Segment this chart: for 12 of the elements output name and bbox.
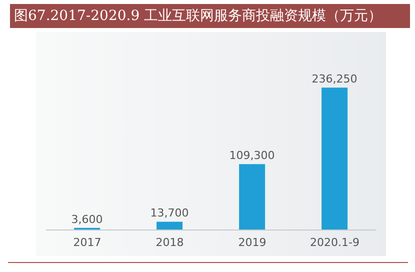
bar <box>156 222 183 230</box>
x-tick-label: 2017 <box>73 236 102 249</box>
x-tick-label: 2019 <box>238 236 266 249</box>
bar <box>322 88 348 230</box>
data-label: 236,250 <box>312 72 358 86</box>
data-label: 3,600 <box>71 212 103 226</box>
chart-title: 图67.2017-2020.9 工业互联网服务商投融资规模（万元） <box>10 4 410 28</box>
bar <box>239 164 266 230</box>
data-label: 109,300 <box>229 149 275 162</box>
data-label: 13,700 <box>150 206 189 220</box>
x-tick-label: 2018 <box>156 236 184 249</box>
x-tick-label: 2020.1-9 <box>310 236 360 249</box>
